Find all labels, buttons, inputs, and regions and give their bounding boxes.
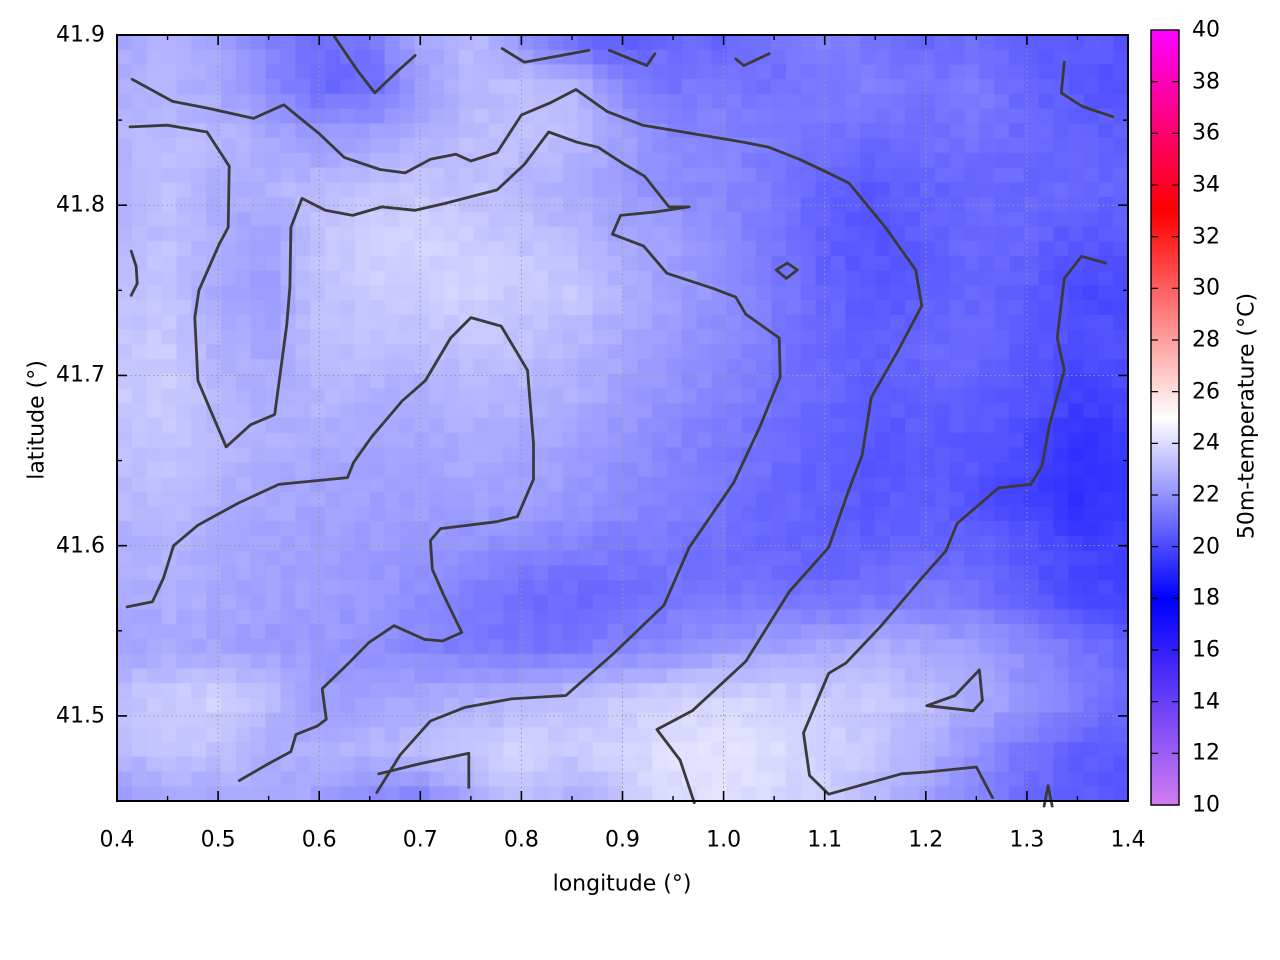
x-tick-label: 1.2: [908, 827, 944, 853]
colorbar-tick-label: 38: [1192, 69, 1220, 95]
colorbar-tick-label: 30: [1192, 275, 1220, 301]
y-tick-label: 41.9: [56, 22, 105, 48]
temperature-contour-line: [332, 35, 417, 95]
temperature-contour-line: [925, 668, 984, 713]
y-tick-label: 41.8: [56, 192, 105, 218]
temperature-contour-line: [608, 48, 657, 67]
colorbar-tick-label: 14: [1192, 689, 1220, 715]
colorbar-tick-label: 20: [1192, 534, 1220, 560]
x-tick-label: 1.3: [1009, 827, 1045, 853]
temperature-contour-line: [130, 77, 924, 805]
temperature-contour-line: [1042, 784, 1054, 808]
x-tick-label: 1.4: [1110, 827, 1146, 853]
colorbar-tick-label: 10: [1192, 792, 1220, 818]
x-tick-label: 0.5: [200, 827, 236, 853]
y-tick-label: 41.6: [56, 533, 105, 559]
colorbar-tick-label: 18: [1192, 585, 1220, 611]
x-tick-label: 0.6: [301, 827, 337, 853]
plot-border: [116, 34, 1129, 802]
colorbar-tick-label: 24: [1192, 430, 1220, 456]
temperature-contour-line: [774, 261, 799, 280]
x-tick-label: 0.4: [99, 827, 135, 853]
temperature-contour-line: [802, 254, 1108, 799]
colorbar-tick-label: 32: [1192, 224, 1220, 250]
colorbar-tick-label: 26: [1192, 379, 1220, 405]
colorbar-tick-label: 16: [1192, 637, 1220, 663]
temperature-contour-line: [129, 249, 139, 297]
temperature-contour-line: [734, 52, 771, 67]
y-axis-title: latitude (°): [24, 360, 50, 480]
x-tick-label: 0.9: [605, 827, 640, 853]
colorbar-tick-label: 12: [1192, 740, 1220, 766]
x-tick-label: 1.0: [706, 827, 742, 853]
x-tick-label: 0.8: [503, 827, 539, 853]
y-tick-label: 41.5: [56, 703, 105, 729]
x-axis-title: longitude (°): [552, 871, 692, 897]
y-tick-label: 41.7: [56, 362, 105, 388]
temperature-contour-line: [128, 123, 782, 794]
temperature-contour-line: [125, 316, 535, 782]
temperature-contour-line: [377, 751, 471, 789]
colorbar-tick-label: 36: [1192, 120, 1220, 146]
colorbar-tick-label: 22: [1192, 482, 1220, 508]
temperature-contour-line: [1059, 60, 1115, 119]
temperature-contour-line: [500, 47, 591, 64]
x-tick-label: 1.1: [807, 827, 843, 853]
colorbar-tick-label: 28: [1192, 327, 1220, 353]
colorbar-border: [1150, 29, 1180, 806]
x-tick-label: 0.7: [402, 827, 438, 853]
colorbar-title: 50m-temperature (°C): [1234, 292, 1260, 540]
colorbar-tick-label: 40: [1192, 17, 1220, 43]
colorbar-tick-label: 34: [1192, 172, 1220, 198]
